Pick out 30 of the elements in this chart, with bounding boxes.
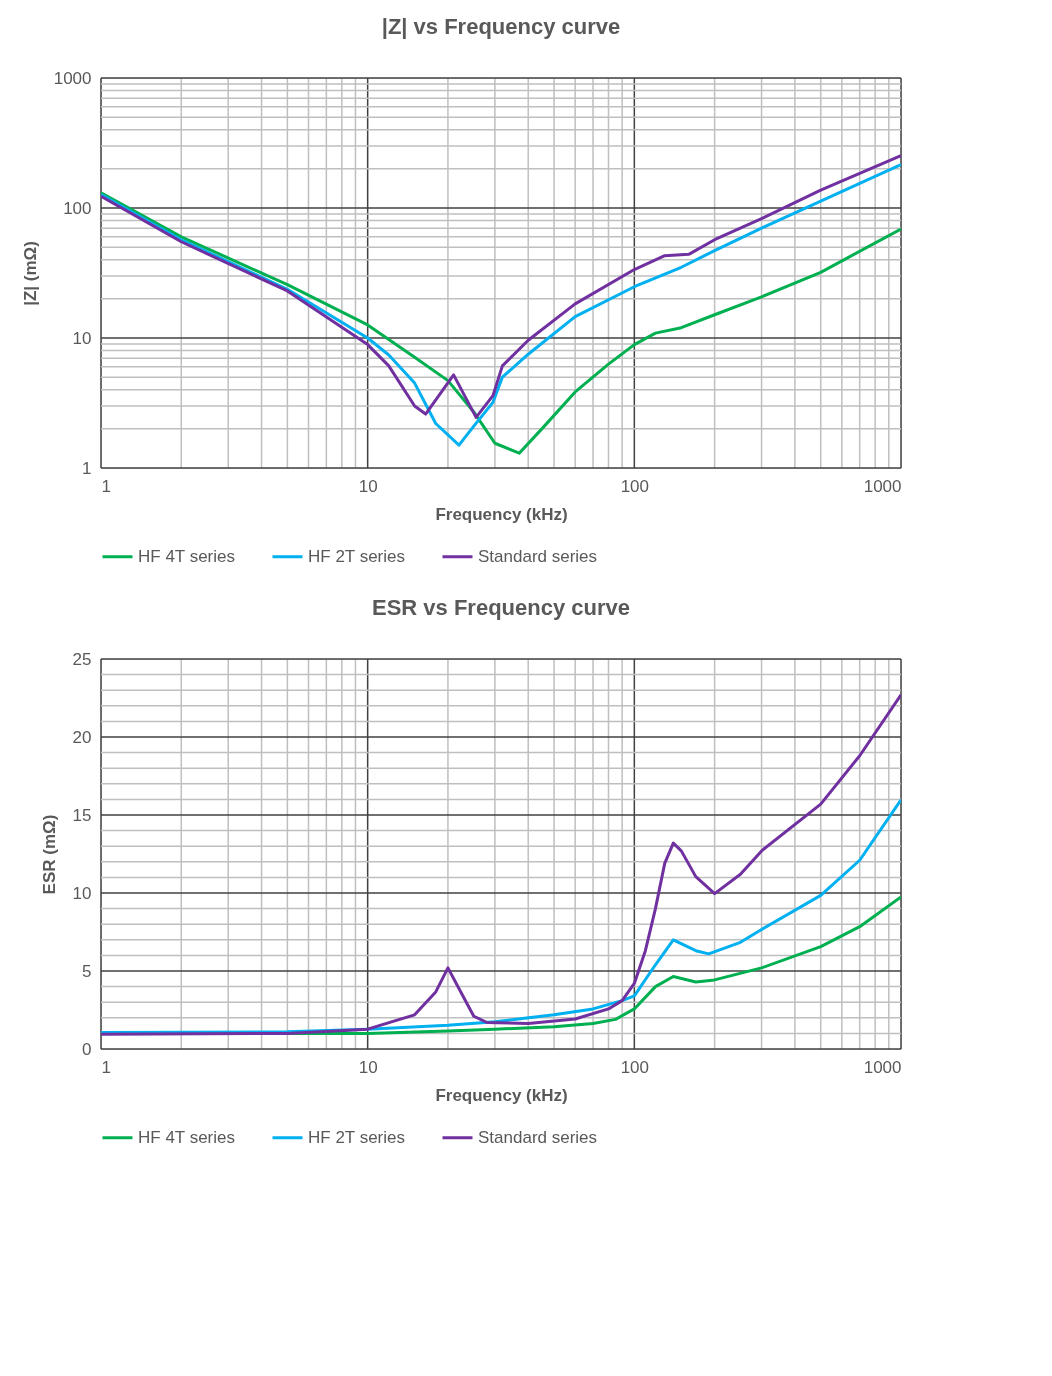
- chart-title: |Z| vs Frequency curve: [381, 14, 621, 39]
- y-tick-label: 10: [72, 883, 92, 903]
- x-tick-label: 1: [101, 1057, 111, 1077]
- y-tick-label: 20: [72, 727, 92, 747]
- y-tick-label: 25: [72, 649, 92, 669]
- y-tick-label: 1: [82, 458, 92, 478]
- legend-label: Standard series: [478, 546, 598, 566]
- x-tick-label: 10: [358, 476, 378, 496]
- legend-label: Standard series: [478, 1127, 598, 1147]
- legend-label: HF 2T series: [308, 1127, 405, 1147]
- x-tick-label: 10: [358, 1057, 378, 1077]
- x-tick-label: 100: [620, 476, 650, 496]
- x-tick-label: 1: [101, 476, 111, 496]
- y-tick-label: 1000: [53, 68, 92, 88]
- legend-label: HF 4T series: [138, 546, 235, 566]
- y-tick-label: 100: [63, 198, 92, 218]
- y-tick-label: 0: [82, 1039, 92, 1059]
- y-tick-label: 5: [82, 961, 92, 981]
- y-tick-label: 15: [72, 805, 92, 825]
- y-tick-label: 10: [72, 328, 92, 348]
- x-axis-title: Frequency (kHz): [435, 504, 568, 524]
- chart-title: ESR vs Frequency curve: [371, 595, 631, 620]
- legend-label: HF 2T series: [308, 546, 405, 566]
- y-axis-title: ESR (mΩ): [39, 814, 59, 895]
- x-tick-label: 100: [620, 1057, 650, 1077]
- x-axis-title: Frequency (kHz): [435, 1085, 568, 1105]
- y-axis-title: |Z| (mΩ): [20, 241, 40, 306]
- x-tick-label: 1000: [863, 1057, 902, 1077]
- x-tick-label: 1000: [863, 476, 902, 496]
- legend-label: HF 4T series: [138, 1127, 235, 1147]
